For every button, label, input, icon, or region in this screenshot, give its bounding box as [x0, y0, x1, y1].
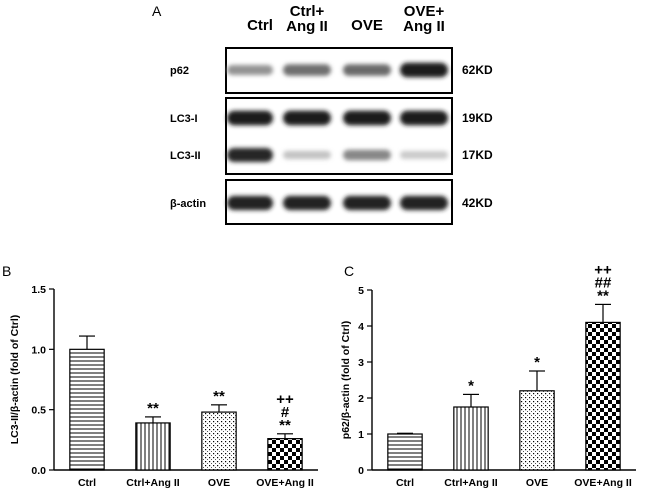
- significance-ove: **: [213, 388, 225, 405]
- panel-letter-b: B: [2, 263, 11, 279]
- significance-ove-ang-ii: **: [597, 287, 609, 304]
- band-p62-lane-2: [283, 64, 331, 76]
- category-label-ctrl-ang-ii: Ctrl+Ang II: [126, 477, 179, 489]
- lc3-chart: B 0.0 0.5 1.0 1.5 LC3-II/β-actin (fold of Ctr…: [2, 263, 318, 489]
- row-label-lc3-ii: LC3-II: [170, 150, 201, 162]
- lane-label-ctrl-ang-ii: Ang II: [286, 18, 328, 35]
- kd-label-actin: 42KD: [462, 196, 493, 210]
- bar-ctrl-ang-ii: [453, 406, 489, 471]
- significance-ove-ang-ii: ++: [276, 391, 294, 408]
- y-axis-label: LC3-II/β-actin (fold of Ctrl): [9, 315, 21, 444]
- band-lc3-ii-lane-3: [343, 149, 391, 161]
- category-label-ctrl-ang-ii: Ctrl+Ang II: [444, 477, 497, 489]
- panel-letter-c: C: [344, 263, 354, 279]
- y-tick-label: 0: [358, 465, 364, 477]
- significance-ctrl-ang-ii: **: [147, 400, 159, 417]
- lane-label-ove-ang-ii: Ang II: [403, 18, 445, 35]
- band-lc3-ii-lane-1: [227, 147, 273, 163]
- p62-chart: C 0 1 2 3 4 5 p62/β-actin (fold of Ctrl) Ctrl * Ct…: [340, 261, 636, 489]
- row-label-p62: p62: [170, 65, 189, 77]
- band-actin-lane-3: [343, 195, 391, 211]
- band-actin-lane-4: [400, 195, 448, 211]
- bar-ctrl: [69, 348, 105, 471]
- band-lc3-ii-lane-4: [400, 151, 448, 159]
- category-label-ove: OVE: [208, 477, 230, 489]
- y-tick-label: 3: [358, 357, 364, 369]
- band-lc3-i-lane-2: [283, 110, 331, 126]
- bar-ctrl: [387, 433, 423, 471]
- y-tick-label: 1.0: [31, 344, 46, 356]
- category-label-ctrl: Ctrl: [396, 477, 414, 489]
- band-actin-lane-2: [283, 195, 331, 211]
- band-p62-lane-3: [343, 64, 391, 76]
- category-label-ctrl: Ctrl: [78, 477, 96, 489]
- y-tick-label: 2: [358, 393, 364, 405]
- y-tick-label: 4: [358, 321, 364, 333]
- band-p62-lane-1: [227, 64, 273, 76]
- kd-label-lc3-ii: 17KD: [462, 148, 493, 162]
- y-tick-label: 0.0: [31, 465, 46, 477]
- band-lc3-ii-lane-2: [283, 150, 331, 160]
- y-tick-label: 0.5: [31, 405, 46, 417]
- lane-label-ove: OVE: [351, 17, 383, 34]
- lane-label-ctrl-ang-ii: Ctrl+: [290, 3, 325, 20]
- significance-ove-ang-ii: ++: [594, 261, 612, 278]
- row-label-actin: β-actin: [170, 198, 206, 210]
- bar-ove-ang-ii: [585, 321, 621, 471]
- significance-ove-ang-ii: #: [281, 404, 290, 421]
- y-tick-label: 1.5: [31, 284, 46, 296]
- bar-ove: [201, 411, 237, 471]
- blot-rows: p62 62KD LC3-I 19KD LC3-II 17KD β-actin 42KD: [170, 47, 493, 225]
- band-p62-lane-4: [400, 62, 448, 78]
- category-label-ove-ang-ii: OVE+Ang II: [256, 477, 314, 489]
- blot-box-2: [225, 97, 453, 175]
- significance-ove: *: [534, 354, 540, 371]
- bar-ove-ang-ii: [267, 438, 303, 471]
- kd-label-p62: 62KD: [462, 63, 493, 77]
- bar-ove: [519, 390, 555, 471]
- bar-ctrl-ang-ii: [135, 422, 171, 471]
- lane-label-ove-ang-ii: OVE+: [404, 3, 445, 20]
- band-actin-lane-1: [227, 195, 273, 211]
- band-lc3-i-lane-3: [343, 110, 391, 126]
- y-tick-label: 5: [358, 285, 364, 297]
- band-lc3-i-lane-1: [227, 110, 273, 126]
- kd-label-lc3-i: 19KD: [462, 111, 493, 125]
- row-label-lc3-i: LC3-I: [170, 113, 198, 125]
- significance-ove-ang-ii: **: [279, 417, 291, 434]
- category-label-ove: OVE: [526, 477, 548, 489]
- significance-ctrl-ang-ii: *: [468, 377, 474, 394]
- y-tick-label: 1: [358, 429, 364, 441]
- significance-ove-ang-ii: ##: [595, 274, 612, 291]
- band-lc3-i-lane-4: [400, 110, 448, 126]
- lane-label-ctrl: Ctrl: [247, 17, 273, 34]
- y-axis-label: p62/β-actin (fold of Ctrl): [340, 321, 352, 439]
- panel-letter-a: A: [152, 3, 162, 19]
- category-label-ove-ang-ii: OVE+Ang II: [574, 477, 632, 489]
